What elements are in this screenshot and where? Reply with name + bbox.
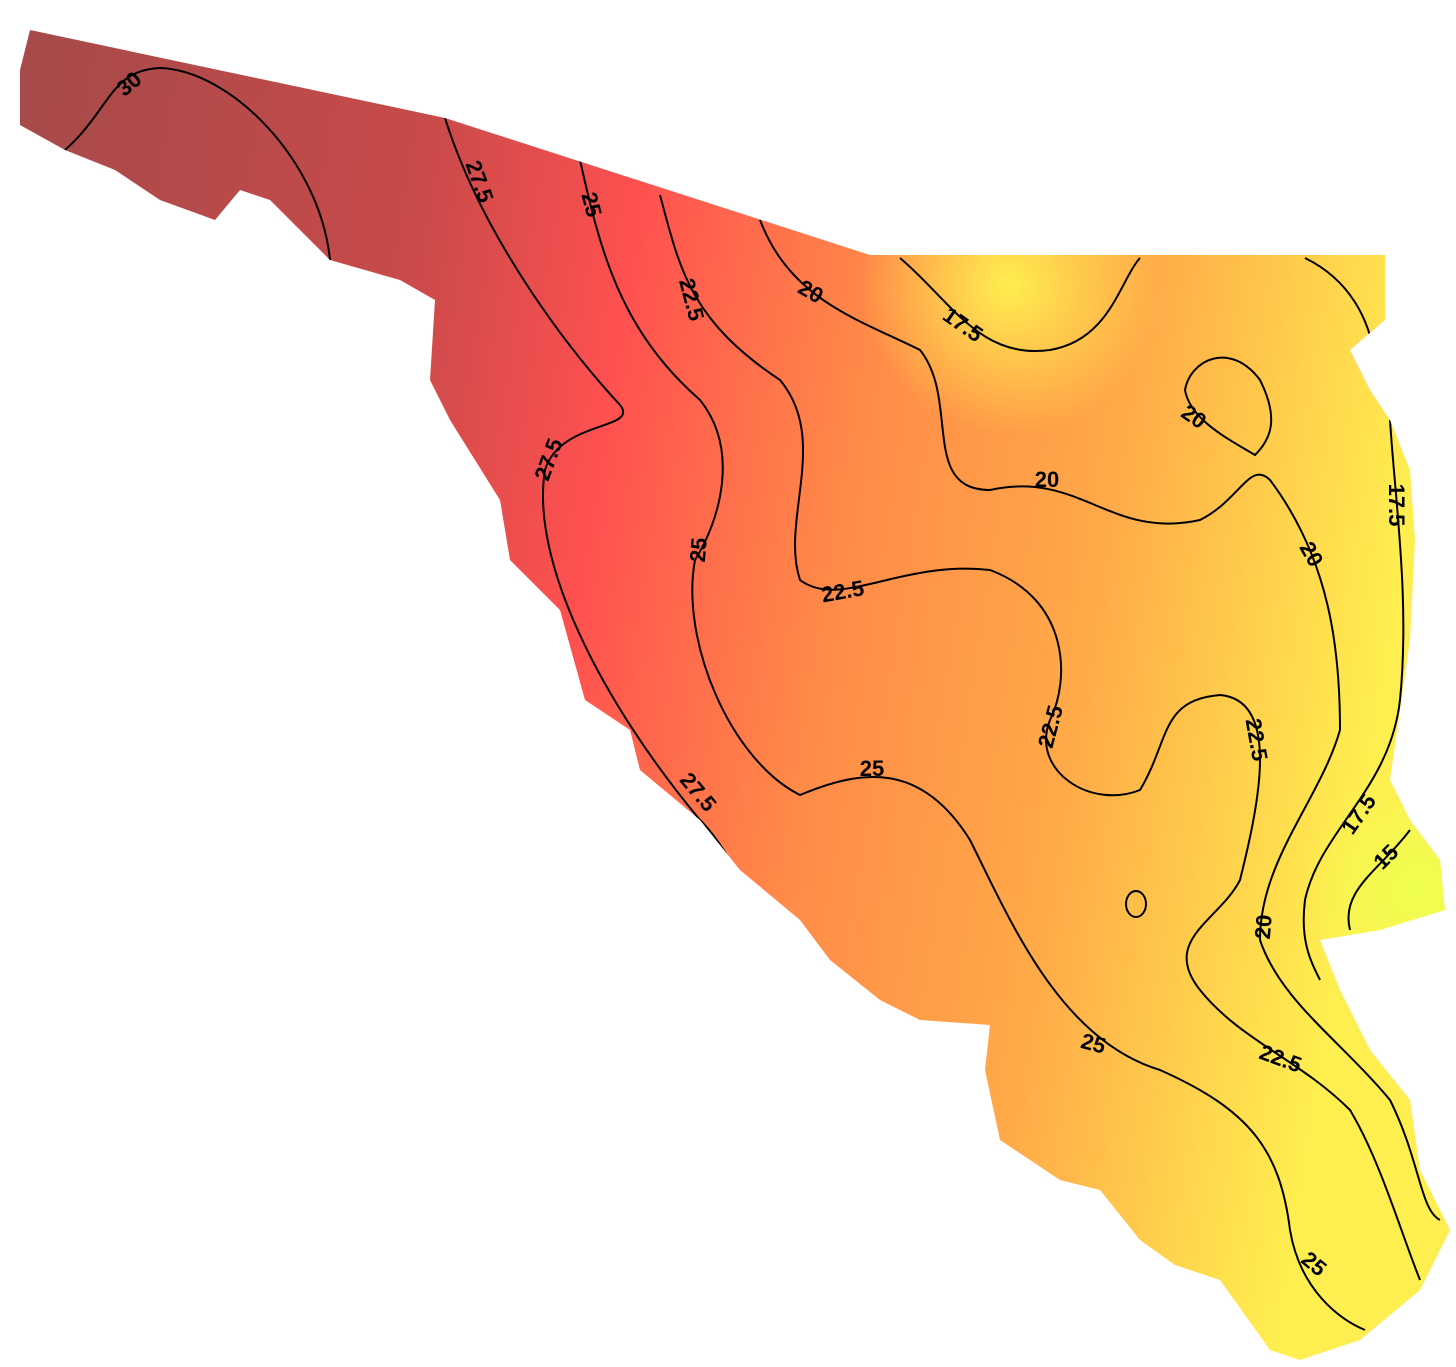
contour-label: 20 <box>1035 467 1059 492</box>
contour-label: 25 <box>685 537 712 564</box>
contour-label: 25 <box>860 756 884 781</box>
contour-label: 20 <box>1250 914 1277 941</box>
contour-label: 17.5 <box>1384 484 1409 527</box>
